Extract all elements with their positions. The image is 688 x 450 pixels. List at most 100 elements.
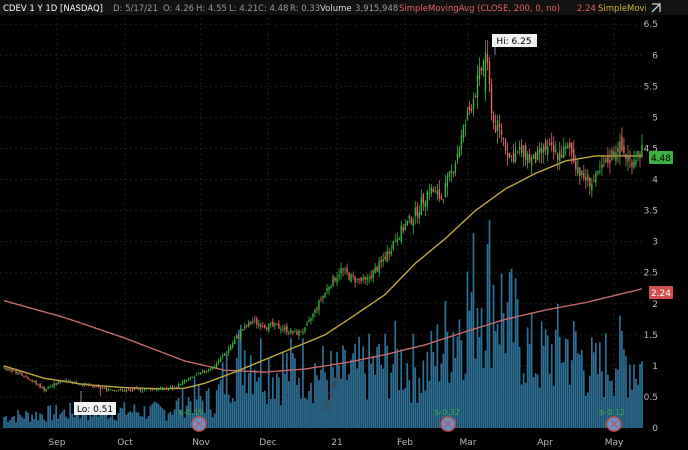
- candle-body: [298, 330, 300, 337]
- candle-body: [538, 147, 541, 154]
- volume-bar: [322, 346, 324, 428]
- volume-bar: [43, 419, 45, 428]
- volume-bar: [340, 378, 342, 428]
- candle-body: [105, 387, 108, 390]
- volume-bar: [209, 409, 212, 428]
- candle-body: [179, 384, 182, 386]
- candle-body: [71, 381, 73, 383]
- candle-body: [15, 369, 17, 374]
- volume-bar: [187, 397, 190, 428]
- candle-body: [350, 274, 352, 282]
- volume-bar: [233, 401, 236, 428]
- candle-body: [304, 327, 306, 332]
- candle-body: [627, 156, 629, 162]
- volume-bar: [424, 390, 427, 428]
- volume-bar: [165, 420, 168, 428]
- volume-bar: [147, 415, 150, 428]
- candle-body: [111, 390, 114, 392]
- candle-body: [448, 171, 451, 177]
- volume-bar: [374, 374, 377, 428]
- volume-bar: [139, 416, 142, 428]
- volume-bar: [181, 388, 184, 428]
- earnings-marker-nov[interactable]: $-0.19: [178, 408, 207, 432]
- candle-body: [173, 387, 176, 389]
- volume-bar: [599, 342, 601, 428]
- candle-body: [392, 241, 394, 250]
- volume-bar: [298, 377, 300, 428]
- earnings-marker-may[interactable]: $-0.12: [599, 408, 625, 432]
- volume-bar: [290, 338, 292, 428]
- volume-bar: [621, 330, 623, 428]
- candle-body: [3, 366, 5, 368]
- candle-body: [563, 146, 565, 158]
- candle-body: [366, 277, 368, 281]
- candle-body: [468, 106, 471, 111]
- volume-bar: [540, 321, 543, 428]
- volume-bar: [215, 390, 218, 428]
- candle-body: [450, 170, 453, 174]
- candle-body: [147, 387, 150, 389]
- volume-bar: [267, 358, 270, 428]
- volume-bar: [482, 367, 485, 428]
- volume-bar: [404, 387, 407, 428]
- sma50-study-label[interactable]: SimpleMoving...: [598, 4, 666, 14]
- volume-bar: [428, 380, 431, 428]
- volume-bar: [542, 346, 545, 428]
- volume-bar: [492, 284, 495, 428]
- volume-bar: [171, 414, 174, 428]
- candle-body: [436, 190, 439, 195]
- candle-body: [581, 170, 583, 175]
- candle-body: [352, 275, 354, 277]
- volume-bar: [528, 343, 531, 428]
- volume-bar: [366, 399, 368, 428]
- expand-icon[interactable]: [646, 1, 666, 14]
- volume-bar: [294, 358, 296, 428]
- candle-body: [342, 269, 344, 271]
- candle-body: [310, 318, 312, 321]
- volume-bar: [308, 390, 310, 428]
- volume-bar: [586, 392, 589, 428]
- volume-bar: [167, 413, 170, 428]
- candle-body: [557, 154, 559, 160]
- candle-body: [193, 376, 196, 378]
- volume-bar: [243, 350, 246, 428]
- candle-body: [197, 372, 200, 375]
- volume-bar: [207, 388, 210, 428]
- volume-bar: [89, 402, 92, 428]
- volume-bar: [49, 405, 51, 428]
- volume-bar: [115, 420, 118, 428]
- volume-bar: [450, 372, 453, 428]
- volume-bar: [432, 351, 435, 428]
- volume-bar: [580, 349, 583, 428]
- volume-bar: [241, 385, 244, 428]
- candle-body: [346, 268, 348, 273]
- candle-body: [280, 329, 282, 331]
- candle-body: [583, 173, 585, 178]
- earnings-marker-mar[interactable]: $-0.32: [434, 408, 460, 432]
- candle-body: [406, 220, 408, 226]
- candle-body: [199, 372, 202, 374]
- volume-bar: [336, 351, 338, 428]
- candle-body: [418, 211, 420, 219]
- volume-bar: [494, 331, 497, 428]
- candle-body: [446, 175, 449, 188]
- volume-bar: [436, 324, 439, 428]
- candle-body: [597, 170, 599, 174]
- candle-body: [621, 136, 623, 151]
- y-tick-label: 1.5: [644, 331, 658, 341]
- candle-body: [372, 270, 374, 278]
- volume-bar: [169, 411, 172, 428]
- candle-body: [115, 390, 118, 392]
- candle-body: [522, 145, 525, 158]
- candle-body: [121, 389, 124, 391]
- volume-bar: [518, 346, 521, 428]
- volume-bar: [75, 410, 78, 428]
- candle-body: [512, 152, 515, 163]
- candle-body: [127, 389, 130, 391]
- volume-bar: [157, 403, 160, 428]
- sma200-study-label[interactable]: SimpleMovingAvg (CLOSE, 200, 0, no): [399, 4, 560, 14]
- volume-bar: [480, 307, 483, 428]
- symbol-label[interactable]: CDEV 1 Y 1D [NASDAQ]: [3, 4, 103, 14]
- candle-body: [518, 147, 521, 150]
- volume-bar: [201, 400, 204, 428]
